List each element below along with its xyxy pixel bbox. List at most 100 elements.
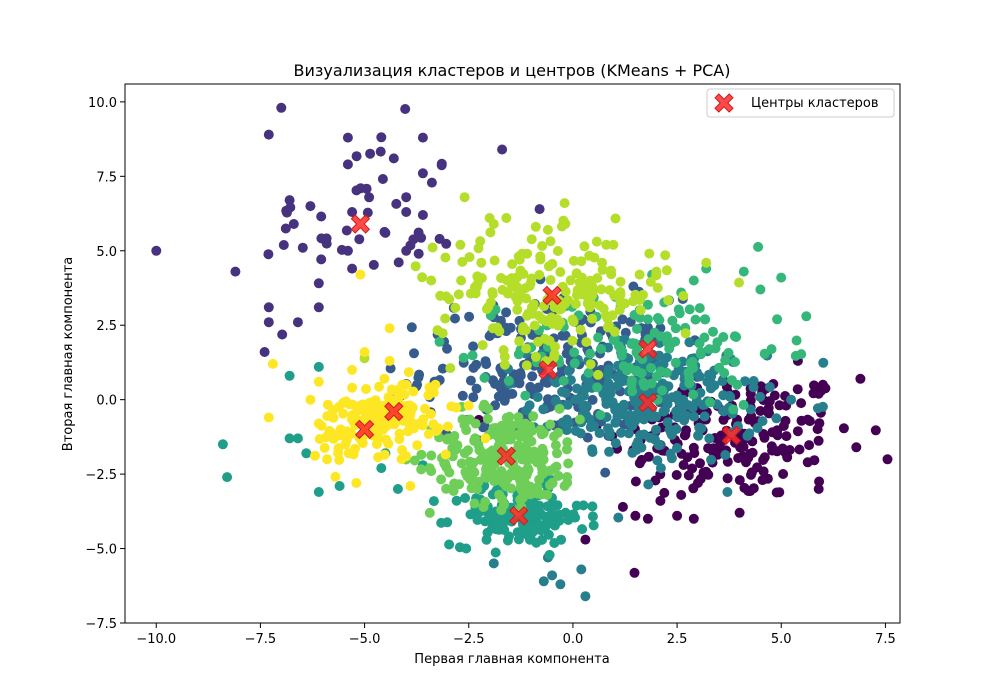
- data-point: [734, 507, 745, 518]
- data-point: [772, 446, 783, 457]
- data-point: [459, 419, 470, 430]
- data-point: [596, 284, 607, 295]
- data-point: [440, 449, 451, 460]
- data-point: [565, 275, 576, 286]
- data-point: [568, 316, 579, 327]
- data-point: [578, 400, 589, 411]
- data-point: [413, 372, 424, 383]
- data-point: [322, 454, 333, 465]
- data-point: [292, 433, 303, 444]
- data-point: [468, 392, 479, 403]
- data-point: [690, 314, 701, 325]
- data-point: [620, 410, 631, 421]
- data-point: [804, 440, 815, 451]
- data-point: [670, 357, 681, 368]
- data-point: [401, 245, 412, 256]
- data-point: [469, 498, 480, 509]
- data-point: [723, 347, 734, 358]
- data-point: [400, 104, 411, 114]
- y-tick-label: −7.5: [85, 617, 117, 632]
- data-point: [651, 266, 662, 277]
- cluster-center-marker: [721, 425, 742, 446]
- data-point: [401, 207, 412, 217]
- data-point: [434, 336, 445, 347]
- data-point: [537, 314, 548, 325]
- data-point: [347, 364, 358, 375]
- data-point: [471, 383, 482, 394]
- data-point: [755, 284, 766, 295]
- data-point: [545, 236, 556, 247]
- data-point: [663, 295, 674, 306]
- data-point: [417, 168, 428, 179]
- data-point: [409, 455, 420, 466]
- data-point: [622, 365, 632, 376]
- data-point: [458, 352, 469, 363]
- data-point: [313, 376, 324, 387]
- data-point: [627, 338, 638, 349]
- data-point: [538, 428, 549, 439]
- data-point: [526, 234, 537, 245]
- data-point: [552, 448, 562, 459]
- data-point: [577, 524, 588, 535]
- data-point: [406, 322, 417, 333]
- data-point: [792, 426, 803, 437]
- data-point: [446, 401, 457, 412]
- data-point: [792, 384, 803, 395]
- data-point: [442, 421, 453, 432]
- data-point: [651, 424, 661, 435]
- data-point: [684, 337, 695, 348]
- data-point: [605, 388, 616, 399]
- data-point: [634, 269, 645, 280]
- data-point: [418, 414, 429, 425]
- data-point: [394, 434, 405, 445]
- data-point: [482, 413, 493, 424]
- data-point: [782, 452, 793, 463]
- data-point: [347, 382, 358, 393]
- data-point: [595, 410, 606, 420]
- data-point: [512, 296, 523, 307]
- data-point: [372, 412, 383, 423]
- data-point: [403, 367, 414, 378]
- data-point: [397, 445, 408, 455]
- data-point: [354, 234, 365, 245]
- data-point: [679, 415, 690, 426]
- data-point: [695, 458, 705, 469]
- data-point: [457, 256, 468, 267]
- data-point: [400, 413, 411, 424]
- data-point: [468, 457, 479, 468]
- data-point: [485, 227, 496, 238]
- data-point: [743, 486, 754, 496]
- data-point: [383, 392, 394, 403]
- data-point: [501, 213, 512, 223]
- data-point: [652, 313, 663, 323]
- data-point: [643, 451, 654, 462]
- data-point: [488, 219, 499, 229]
- data-point: [617, 373, 628, 384]
- data-point: [778, 469, 789, 479]
- data-point: [521, 470, 532, 481]
- data-point: [561, 425, 572, 436]
- data-point: [408, 234, 419, 245]
- data-point: [555, 579, 566, 590]
- data-point: [305, 201, 316, 212]
- data-point: [449, 478, 460, 489]
- data-point: [559, 481, 570, 491]
- data-point: [657, 385, 668, 396]
- data-point: [812, 403, 823, 414]
- x-tick-label: 2.5: [667, 632, 688, 647]
- data-point: [598, 388, 609, 399]
- data-point: [781, 431, 792, 442]
- data-point: [496, 420, 507, 431]
- data-point: [471, 359, 482, 370]
- data-point: [570, 512, 581, 523]
- data-point: [408, 386, 419, 397]
- data-point: [531, 504, 542, 515]
- data-point: [587, 511, 598, 522]
- data-point: [603, 378, 614, 389]
- data-point: [463, 445, 473, 456]
- data-point: [536, 489, 547, 500]
- data-point: [694, 303, 705, 314]
- data-point: [392, 484, 403, 494]
- data-point: [688, 275, 699, 286]
